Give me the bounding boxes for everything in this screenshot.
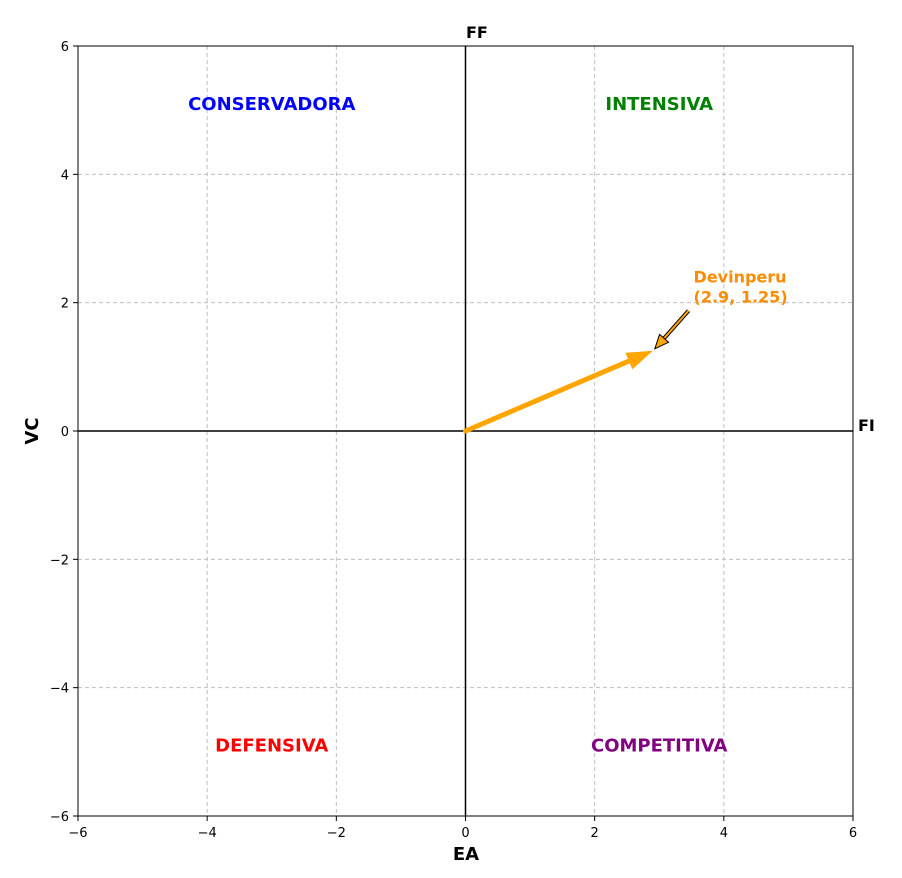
x-tick-label: 4 bbox=[720, 826, 728, 841]
y-axis-title: VC bbox=[22, 417, 43, 444]
vector-arrowhead bbox=[625, 350, 653, 370]
annotation-arrow-shaft bbox=[663, 310, 690, 339]
quadrant-label: INTENSIVA bbox=[605, 94, 713, 115]
y-tick-label: −4 bbox=[50, 682, 69, 697]
vector bbox=[463, 350, 653, 434]
vector-shaft bbox=[463, 358, 632, 434]
y-tick-label: 6 bbox=[61, 40, 69, 55]
quadrant-label: COMPETITIVA bbox=[591, 735, 728, 756]
y-axis-end-label: FF bbox=[466, 23, 488, 42]
y-tick-label: 2 bbox=[61, 297, 69, 312]
x-tick-label: 6 bbox=[849, 826, 857, 841]
annotation: Devinperu (2.9, 1.25) bbox=[653, 268, 788, 350]
x-tick-label: 0 bbox=[461, 826, 469, 841]
x-tick-label: −6 bbox=[68, 826, 87, 841]
x-tick-label: 2 bbox=[591, 826, 599, 841]
annotation-arrowhead bbox=[653, 333, 670, 350]
x-tick-label: −4 bbox=[198, 826, 217, 841]
x-axis-end-label: FI bbox=[858, 416, 875, 435]
quadrant-label: DEFENSIVA bbox=[215, 735, 328, 756]
y-tick-label: −2 bbox=[50, 553, 69, 568]
annotation-text: Devinperu (2.9, 1.25) bbox=[694, 268, 788, 307]
x-axis-title: EA bbox=[453, 844, 479, 865]
x-tick-label: −2 bbox=[327, 826, 346, 841]
y-tick-label: 0 bbox=[61, 425, 69, 440]
annotation-line: (2.9, 1.25) bbox=[694, 288, 788, 307]
quadrant-labels: CONSERVADORA INTENSIVA DEFENSIVA COMPETITIV… bbox=[188, 94, 728, 757]
annotation-line: Devinperu bbox=[694, 268, 787, 287]
ticks: −6 −4 −2 0 2 4 6 −6 −4 −2 0 2 4 6 bbox=[50, 40, 857, 841]
quadrant-label: CONSERVADORA bbox=[188, 94, 355, 115]
y-tick-label: 4 bbox=[61, 168, 69, 183]
y-tick-label: −6 bbox=[50, 810, 69, 825]
